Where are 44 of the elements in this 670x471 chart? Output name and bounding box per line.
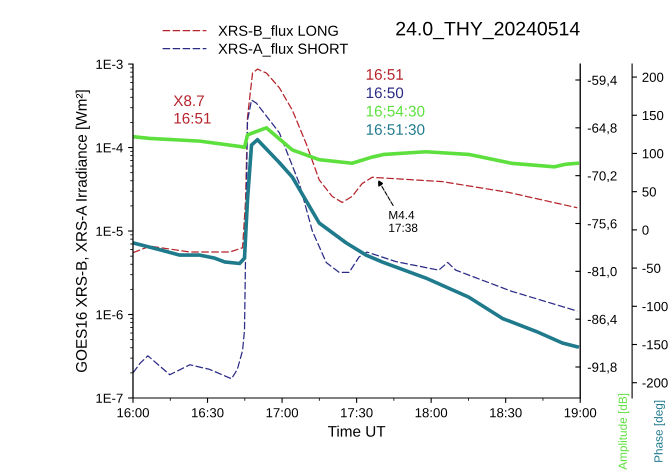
line-series bbox=[132, 68, 578, 254]
x-tick-label: 17:00 bbox=[266, 408, 298, 418]
annotation: 16;54:30 bbox=[366, 106, 424, 118]
x-axis-title: Time UT bbox=[328, 426, 386, 437]
y2-tick-label: -86,4 bbox=[588, 314, 617, 326]
y3-tick-label: -50 bbox=[642, 264, 660, 273]
y3-tick-label: 200 bbox=[642, 72, 664, 82]
annotation: X8.7 16:51 bbox=[174, 95, 211, 124]
x-tick-label: 18:30 bbox=[490, 408, 522, 418]
y-axis-title: GOES16 XRS-B, XRS-A Irradiance [Wm²] bbox=[76, 90, 90, 372]
y2-axis-title: Amplitude [dB] bbox=[618, 394, 630, 470]
x-tick-label: 18:00 bbox=[416, 408, 448, 418]
y-tick-label: 1E-4 bbox=[96, 143, 123, 152]
x-tick-label: 16:30 bbox=[192, 408, 224, 418]
y3-tick-label: -150 bbox=[642, 340, 668, 350]
y3-tick-label: 50 bbox=[642, 187, 656, 197]
annotation: M4.4 17:38 bbox=[389, 211, 418, 232]
annotation: 16:50 bbox=[366, 87, 404, 98]
x-tick-label: 16:00 bbox=[117, 408, 149, 418]
y3-tick-label: 0 bbox=[642, 225, 649, 235]
y3-tick-label: 100 bbox=[642, 149, 664, 158]
line-series bbox=[132, 126, 580, 169]
y-tick-label: 1E-7 bbox=[96, 394, 123, 403]
line-series bbox=[132, 138, 580, 349]
legend-label: XRS-A_flux SHORT bbox=[218, 43, 348, 57]
y2-tick-label: -64,8 bbox=[588, 123, 617, 134]
y3-tick-label: -100 bbox=[642, 302, 668, 312]
chart-title: 24.0_THY_20240514 bbox=[396, 22, 580, 40]
y-tick-label: 1E-6 bbox=[96, 310, 123, 320]
annotation: 16:51 bbox=[366, 69, 404, 80]
x-tick-label: 19:00 bbox=[564, 408, 596, 418]
y3-tick-label: 150 bbox=[642, 110, 664, 120]
annotation: 16:51:30 bbox=[366, 124, 424, 135]
legend-label: XRS-B_flux LONG bbox=[218, 25, 338, 39]
y2-tick-label: -75,6 bbox=[588, 219, 617, 230]
y-tick-label: 1E-5 bbox=[96, 226, 123, 236]
y2-tick-label: -81,0 bbox=[588, 266, 617, 278]
y2-tick-label: -70,2 bbox=[588, 171, 617, 182]
y2-tick-label: -59,4 bbox=[588, 76, 617, 86]
y3-tick-label: -200 bbox=[642, 378, 668, 388]
y3-axis-title: Phase [deg] bbox=[654, 400, 666, 462]
x-tick-label: 17:30 bbox=[341, 408, 373, 418]
y2-tick-label: -91,8 bbox=[588, 362, 617, 374]
y-tick-label: 1E-3 bbox=[96, 60, 123, 69]
